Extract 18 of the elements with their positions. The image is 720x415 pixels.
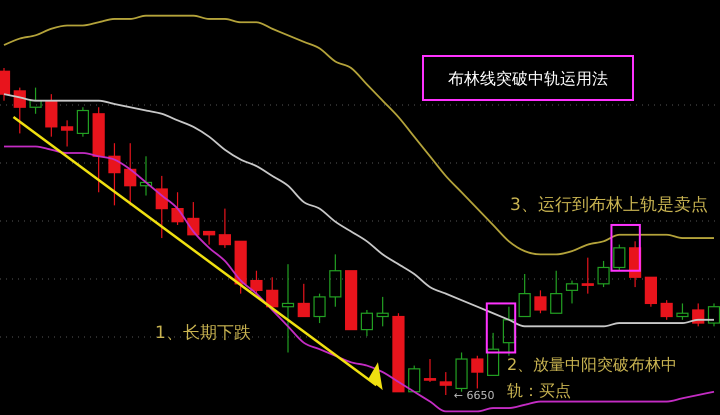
candlestick — [14, 87, 26, 134]
candlestick — [140, 156, 152, 196]
candlestick — [156, 175, 168, 239]
candlestick — [582, 257, 594, 294]
candlestick — [124, 142, 136, 206]
candlestick — [471, 355, 484, 390]
candlestick — [660, 300, 673, 320]
candlestick — [376, 296, 389, 327]
candlestick — [329, 254, 342, 308]
candlestick — [92, 106, 105, 193]
annotation: ← 6650 — [454, 389, 494, 402]
candlestick — [45, 94, 58, 138]
chart-title: 布林线突破中轨运用法 — [448, 69, 608, 88]
annotation: 1、长期下跌 — [155, 323, 251, 343]
candlestick — [440, 372, 452, 396]
candlestick — [282, 264, 294, 354]
annotation: 3、运行到布林上轨是卖点 — [510, 195, 708, 215]
annotation: 2、放量中阳突破布林中轨：买点 — [507, 355, 678, 400]
